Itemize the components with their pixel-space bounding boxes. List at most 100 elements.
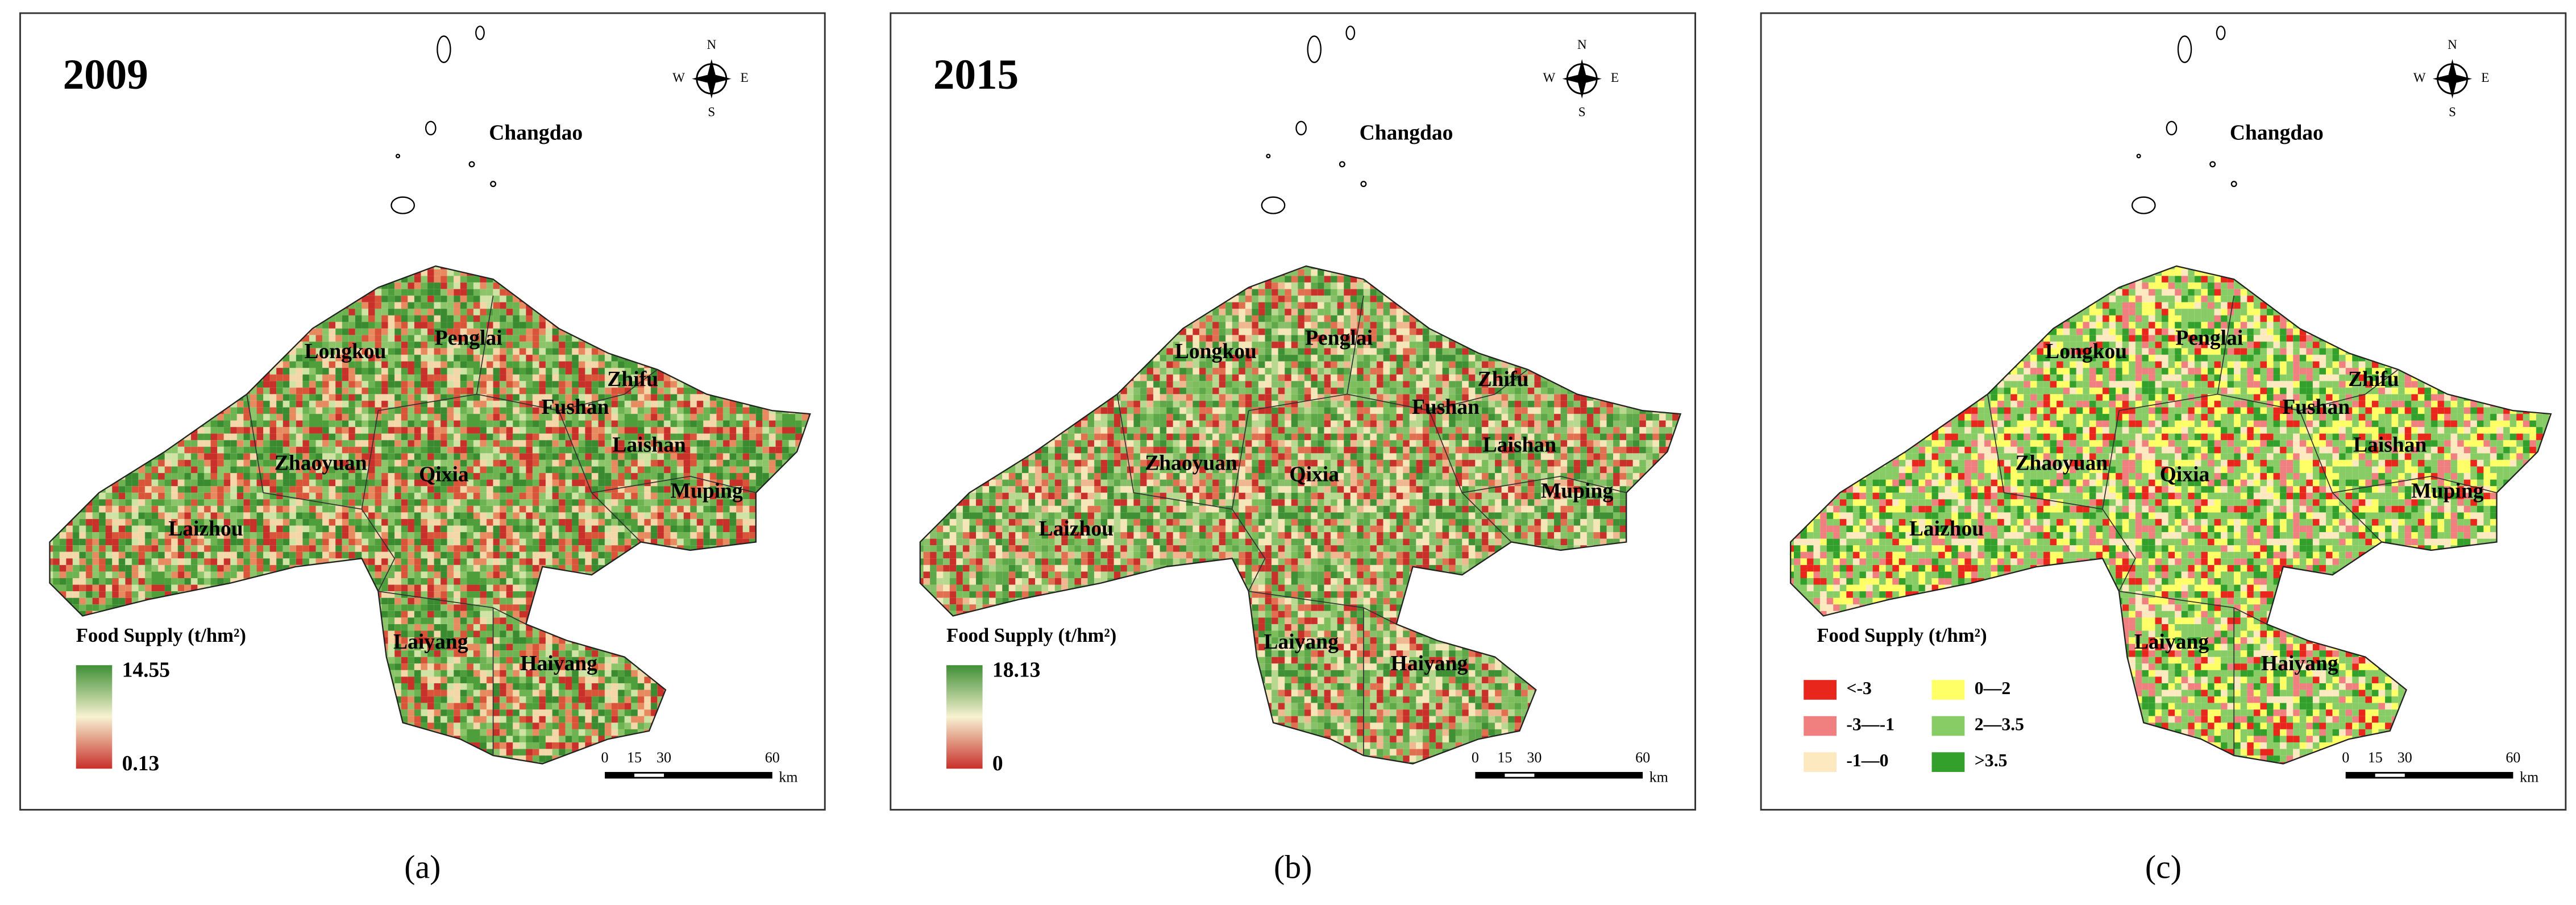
- legend-label: <-3: [1846, 678, 1872, 698]
- island: [1295, 121, 1307, 136]
- compass-label: E: [741, 70, 749, 85]
- place-label: Changdao: [1360, 122, 1453, 145]
- legend-title: Food Supply (t/hm²): [76, 625, 246, 646]
- scale-label: 30: [1527, 749, 1542, 766]
- island: [395, 153, 401, 159]
- legend-label: 0—2: [1975, 678, 2011, 698]
- place-label: Laizhou: [1039, 517, 1114, 541]
- map-panel: 2015ChangdaoLongkouPenglaiZhifuFushanLai…: [890, 12, 1696, 886]
- place-label: Longkou: [305, 340, 387, 363]
- panel-caption: (b): [1274, 850, 1312, 886]
- land-area: [49, 265, 811, 765]
- scale-unit: km: [779, 769, 797, 785]
- island: [490, 181, 497, 188]
- place-label: Qixia: [419, 463, 469, 487]
- place-label: Laishan: [2353, 434, 2427, 457]
- scale-label: 60: [2506, 749, 2520, 766]
- island: [1360, 181, 1367, 188]
- scale-label: 60: [765, 749, 780, 766]
- legend-label: -3—-1: [1846, 714, 1894, 734]
- district-boundary: [1462, 476, 1627, 493]
- scale-bar-segment: [2375, 773, 2405, 777]
- district-boundary: [246, 394, 379, 510]
- legend-swatch: [1931, 716, 1965, 736]
- district-boundary: [361, 509, 526, 625]
- place-label: Penglai: [435, 327, 502, 350]
- island: [437, 35, 451, 63]
- panel-frame: [890, 12, 1696, 811]
- place-label: Zhaoyuan: [1145, 451, 1237, 475]
- scale-label: 15: [1497, 749, 1512, 766]
- island: [2209, 161, 2216, 168]
- island: [2230, 181, 2237, 188]
- compass-label: E: [1611, 70, 1619, 85]
- place-label: Haiyang: [520, 652, 597, 675]
- place-label: Haiyang: [1391, 652, 1468, 675]
- scale-label: 0: [1472, 749, 1479, 766]
- district-boundary: [1429, 369, 1528, 412]
- island: [1266, 153, 1271, 159]
- place-label: Laiyang: [393, 630, 468, 654]
- legend-swatch: [1931, 752, 1965, 772]
- island: [390, 196, 416, 214]
- compass-label: E: [2481, 70, 2489, 85]
- compass-label: S: [1578, 105, 1586, 119]
- place-label: Haiyang: [2261, 652, 2338, 675]
- scale-unit: km: [1650, 769, 1668, 785]
- land-area: [1789, 265, 2552, 765]
- island: [425, 121, 437, 136]
- place-label: Qixia: [1289, 463, 1339, 487]
- scale-bar: [2345, 771, 2513, 779]
- island: [475, 26, 485, 40]
- place-label: Muping: [2411, 479, 2484, 503]
- island: [2166, 121, 2178, 136]
- island: [2177, 35, 2192, 63]
- scale-label: 15: [627, 749, 642, 766]
- island: [1261, 196, 1286, 214]
- compass-label: N: [1577, 37, 1587, 52]
- scale-unit: km: [2520, 769, 2538, 785]
- place-label: Laishan: [612, 434, 686, 457]
- place-label: Changdao: [2230, 122, 2324, 145]
- place-label: Zhaoyuan: [275, 451, 367, 475]
- panel-caption: (a): [404, 850, 441, 886]
- place-label: Longkou: [1175, 340, 1257, 363]
- place-label: Laizhou: [1909, 517, 1984, 541]
- map-year: 2015: [933, 51, 1019, 98]
- compass-label: S: [708, 105, 715, 119]
- legend-swatch: [1804, 752, 1837, 772]
- map-panel: Changdao Longkou Penglai Zhifu FushanLaishan…: [1760, 12, 2567, 886]
- scale-label: 60: [1635, 749, 1650, 766]
- compass-label: W: [1543, 70, 1555, 85]
- compass-label: S: [2449, 105, 2456, 119]
- scale-bar: [605, 771, 772, 779]
- district-boundary: [591, 476, 757, 493]
- island: [2131, 196, 2156, 214]
- place-label: Longkou: [2045, 340, 2127, 363]
- legend-min: 0.13: [122, 752, 160, 775]
- panel-frame: [19, 12, 826, 811]
- place-label: Laiyang: [1264, 630, 1339, 654]
- district-boundary: [2102, 509, 2267, 625]
- place-label: Zhaoyuan: [2015, 451, 2108, 475]
- district-boundary: [1232, 509, 1397, 625]
- map-panel: 2009ChangdaoLongkouPenglaiZhifuFushanLai…: [19, 12, 826, 886]
- map-year: 2009: [63, 51, 148, 98]
- district-boundary: [1116, 394, 1249, 510]
- panel-frame: [1760, 12, 2567, 811]
- legend-max: 14.55: [122, 658, 170, 682]
- compass-star: [692, 74, 732, 84]
- legend-ramp: [76, 665, 113, 769]
- scale-label: 15: [2368, 749, 2383, 766]
- legend-title: Food Supply (t/hm²): [1817, 625, 1987, 646]
- place-label: Fushan: [1412, 396, 1480, 419]
- scale-label: 30: [657, 749, 671, 766]
- district-boundary: [2217, 393, 2382, 543]
- compass-label: N: [2448, 37, 2457, 52]
- panel-caption: (c): [2145, 850, 2182, 886]
- place-label: Laizhou: [168, 517, 243, 541]
- legend-swatch: [1804, 680, 1837, 700]
- place-label: Zhifu: [2348, 368, 2399, 391]
- legend-ramp: [946, 665, 983, 769]
